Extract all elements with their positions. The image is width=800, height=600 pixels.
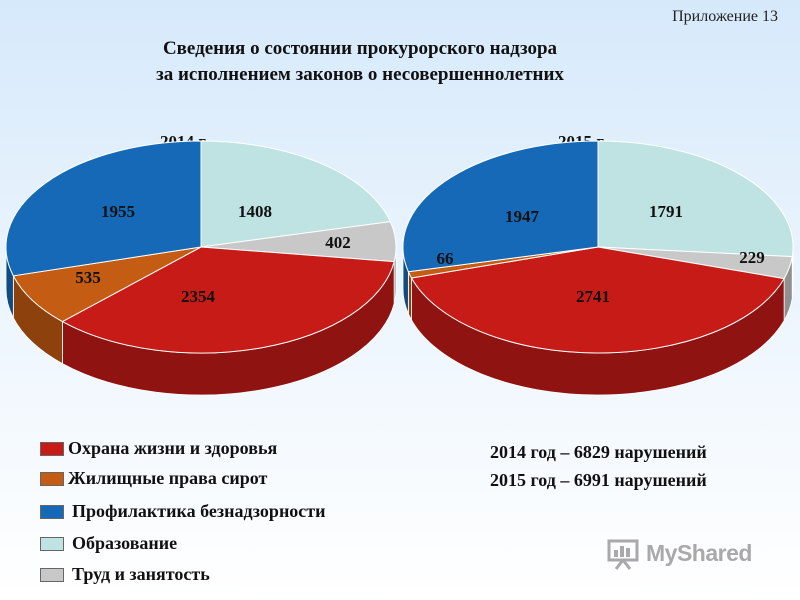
pie-2014-label-health: 2354 [181,287,216,306]
pie-2015-slice-prevention [402,140,599,273]
pie-2014: 1408 402 2354 535 1955 [5,140,397,396]
pie-2014-label-labor: 402 [325,233,351,252]
total-2014: 2014 год – 6829 нарушений [490,442,707,462]
legend-swatch-orphans [40,472,64,486]
page-title: Сведения о состоянии прокурорского надзо… [0,36,720,88]
pie-2015-label-health: 2741 [576,287,610,306]
watermark: MyShared [606,538,766,572]
pie-2015-slice-health [410,246,785,354]
pie-2014-label-prevention: 1955 [101,202,135,221]
legend-swatch-labor [40,568,64,582]
pie-2014-slice-prevention [5,140,202,277]
pie-2015-label-labor: 229 [739,248,765,267]
legend-label-health: Охрана жизни и здоровья [68,438,278,458]
pie-2014-slice-orphans [12,246,202,323]
legend-swatch-prevention [40,505,64,519]
watermark-text: MyShared [646,540,752,566]
totals: 2014 год – 6829 нарушений 2015 год – 699… [490,438,707,494]
pie-2015-label-education: 1791 [649,202,683,221]
legend-label-labor: Труд и занятость [72,564,210,584]
pie-2014-label-education: 1408 [238,202,272,221]
total-2015: 2015 год – 6991 нарушений [490,470,707,490]
title-line-1: Сведения о состоянии прокурорского надзо… [162,38,558,59]
legend-label-prevention: Профилактика безнадзорности [72,501,326,521]
pie-2014-slice-education [200,140,392,248]
pie-2014-slice-health [61,246,395,354]
pie-2014-label-orphans: 535 [75,268,101,287]
pie-2015: 1791 229 2741 66 1947 [402,140,794,396]
presentation-icon [607,539,639,570]
legend-swatch-education [40,537,64,551]
legend-swatch-health [40,442,64,456]
pie-2015-label-orphans: 66 [437,249,454,268]
pie-2015-slice-education [597,140,794,258]
appendix-label: Приложение 13 [672,8,778,25]
title-line-2: за исполнением законов о несовершеннолет… [156,64,564,85]
pie-2015-label-prevention: 1947 [505,207,540,226]
legend-label-education: Образование [72,533,178,553]
pie-2015-side-orphans [407,271,412,322]
legend-label-orphans: Жилищные права сирот [68,468,268,488]
